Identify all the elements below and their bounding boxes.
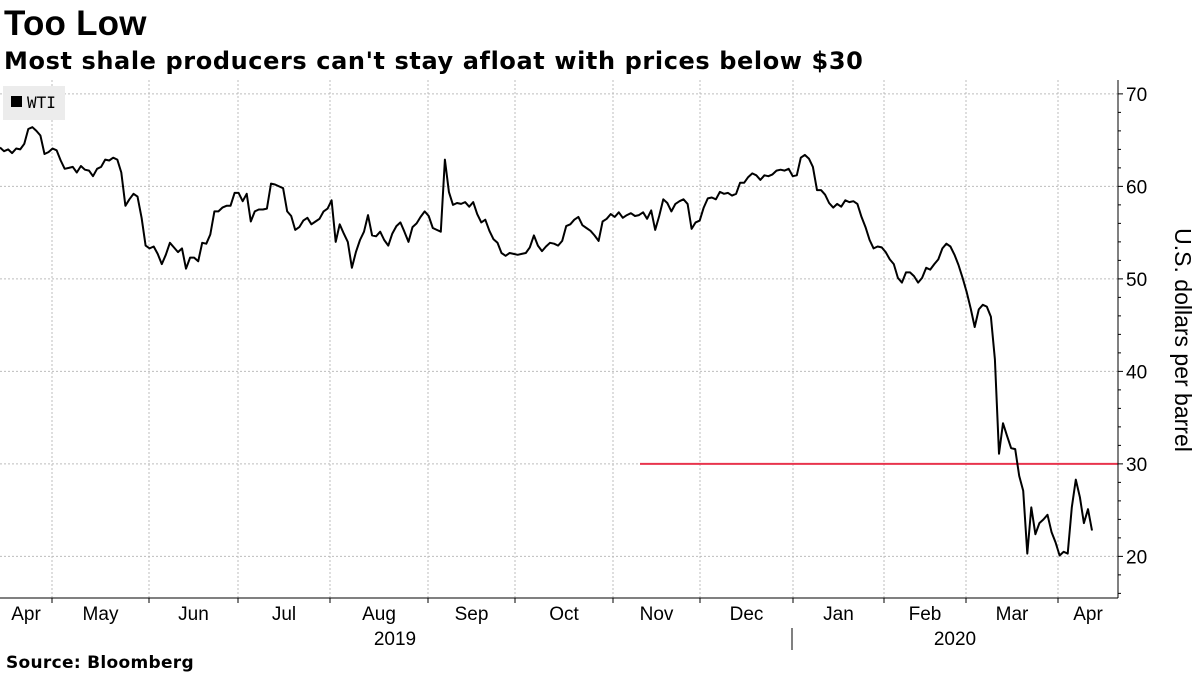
y-tick-label: 40	[1126, 362, 1147, 383]
series-line-wti	[0, 126, 1093, 557]
legend-swatch-wti	[11, 96, 22, 107]
x-tick-label-month: Jul	[272, 604, 296, 625]
legend-label-wti: WTI	[27, 93, 56, 112]
source-note: Source: Bloomberg	[6, 653, 194, 673]
y-tick-label: 50	[1126, 270, 1147, 291]
y-axis-label: U.S. dollars per barrel	[1170, 228, 1196, 452]
legend: WTI	[3, 86, 65, 120]
gridlines	[0, 80, 1118, 598]
x-tick-label-month: Apr	[11, 604, 41, 625]
series-group	[0, 126, 1093, 557]
x-tick-label-month: Feb	[909, 604, 942, 625]
chart-title: Too Low	[4, 4, 147, 43]
x-tick-label-month: Jun	[178, 604, 209, 625]
x-tick-label-month: Nov	[640, 604, 674, 625]
x-tick-label-year: 2020	[934, 629, 976, 650]
x-tick-label-month: May	[83, 604, 119, 625]
x-tick-label-month: Mar	[996, 604, 1029, 625]
chart-subtitle: Most shale producers can't stay afloat w…	[4, 47, 864, 75]
y-tick-label: 30	[1126, 455, 1147, 476]
x-tick-label-month: Dec	[730, 604, 764, 625]
y-tick-label: 70	[1126, 85, 1147, 106]
x-tick-label-month: Apr	[1073, 604, 1103, 625]
y-tick-label: 60	[1126, 177, 1147, 198]
x-tick-label-month: Sep	[455, 604, 489, 625]
y-tick-label: 20	[1126, 547, 1147, 568]
axes: 20 30 40 50 60 70 Apr May Jun Jul Aug Sep Oct Nov Dec J…	[0, 80, 1147, 650]
x-tick-label-year: 2019	[374, 629, 416, 650]
x-tick-label-month: Oct	[549, 604, 579, 625]
x-tick-label-month: Jan	[823, 604, 854, 625]
x-tick-label-month: Aug	[362, 604, 396, 625]
